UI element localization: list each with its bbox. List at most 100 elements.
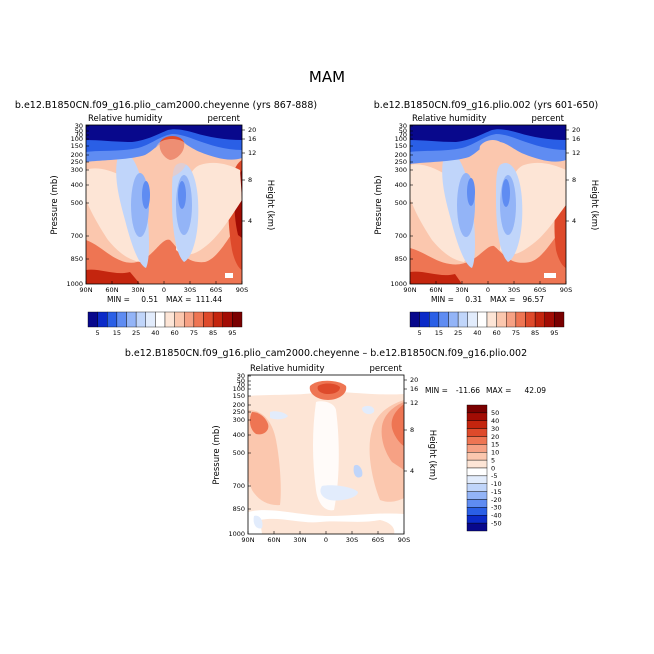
colorbar-box bbox=[457, 311, 468, 328]
panel-2-xticks bbox=[409, 281, 567, 284]
colorbar-box bbox=[466, 420, 488, 429]
field-trop-ring bbox=[155, 139, 189, 178]
panel-3-left-string: Relative humidity bbox=[250, 364, 325, 374]
colorbar-box bbox=[466, 491, 488, 500]
field-strat-tint bbox=[248, 391, 404, 409]
panel-3-yticks bbox=[248, 375, 251, 510]
xtick-label: 90N bbox=[79, 286, 92, 294]
ytick-label: 100 bbox=[233, 385, 245, 393]
colorbar-box bbox=[212, 311, 223, 328]
ytick-label: 70 bbox=[399, 131, 407, 139]
colorbar-label: -50 bbox=[491, 519, 502, 527]
panel-3-yrtick-labels: 20 16 12 8 4 bbox=[410, 376, 418, 475]
panel-1-max-value: 111.44 bbox=[196, 295, 222, 304]
colorbar-box bbox=[467, 311, 478, 328]
yrtick-label: 8 bbox=[248, 176, 252, 184]
ytick-label: 400 bbox=[233, 431, 245, 439]
panel-2-xtick-labels: 90N 60N 30N 0 30S 60S 90S bbox=[403, 286, 572, 294]
ytick-label: 50 bbox=[399, 127, 407, 135]
xtick-label: 60N bbox=[267, 536, 280, 544]
ytick-label: 1000 bbox=[228, 530, 245, 538]
xtick-label: 90S bbox=[398, 536, 410, 544]
panel-3-max-label: MAX = bbox=[486, 386, 511, 395]
xtick-label: 60S bbox=[210, 286, 222, 294]
colorbar-label: 95 bbox=[228, 329, 236, 337]
colorbar-box bbox=[466, 483, 488, 492]
ytick-label: 100 bbox=[71, 135, 83, 143]
panel-1-xticks bbox=[85, 281, 243, 284]
panel-3: b.e12.B1850CN.f09_g16.plio_cam2000.cheye… bbox=[125, 348, 546, 544]
colorbar-box bbox=[466, 522, 488, 532]
colorbar-label: 15 bbox=[113, 329, 121, 337]
panel-1-xtick-labels: 90N 60N 30N 0 30S 60S 90S bbox=[79, 286, 248, 294]
field-lower-blue bbox=[253, 515, 263, 529]
ytick-label: 1000 bbox=[390, 280, 407, 288]
ytick-label: 400 bbox=[395, 181, 407, 189]
field-sh-red-core bbox=[391, 404, 404, 446]
field-lower-red bbox=[410, 226, 566, 284]
ytick-label: 250 bbox=[395, 158, 407, 166]
panel-1-colorbar: 5 15 25 40 60 75 85 95 bbox=[87, 311, 243, 337]
colorbar-box bbox=[466, 412, 488, 421]
panel-3-xtick-labels: 90N 60N 30N 0 30S 60S 90S bbox=[241, 536, 410, 544]
field-dry-patch-4 bbox=[362, 405, 375, 415]
colorbar-label: 85 bbox=[531, 329, 539, 337]
xtick-label: 60S bbox=[372, 536, 384, 544]
colorbar-label: 20 bbox=[491, 433, 499, 441]
panel-2-max-value: 96.57 bbox=[523, 295, 545, 304]
field-lower-red bbox=[86, 220, 242, 284]
field-nh-red-core bbox=[249, 412, 269, 435]
colorbar-label: 75 bbox=[512, 329, 520, 337]
panel-1-ylabel: Pressure (mb) bbox=[50, 175, 60, 234]
xtick-label: 90S bbox=[560, 286, 572, 294]
panel-2-yticks bbox=[410, 125, 413, 260]
field-white-patch bbox=[544, 273, 556, 278]
xtick-label: 90N bbox=[241, 536, 254, 544]
colorbar-label: 15 bbox=[435, 329, 443, 337]
colorbar-label: 30 bbox=[491, 425, 499, 433]
colorbar-box bbox=[203, 311, 214, 328]
field-strat-dark bbox=[86, 125, 242, 142]
xtick-label: 30N bbox=[293, 536, 306, 544]
panel-1: b.e12.B1850CN.f09_g16.plio_cam2000.cheye… bbox=[15, 100, 317, 337]
colorbar-box bbox=[184, 311, 195, 328]
colorbar-box bbox=[155, 311, 166, 328]
panel-2-min-value: 0.31 bbox=[465, 295, 482, 304]
field-dry-right-inner bbox=[178, 181, 186, 209]
ytick-label: 30 bbox=[237, 372, 245, 380]
panel-1-right-string: percent bbox=[207, 114, 240, 124]
panel-3-ylabel: Pressure (mb) bbox=[212, 425, 222, 484]
colorbar-label: 95 bbox=[550, 329, 558, 337]
yrtick-label: 12 bbox=[410, 399, 418, 407]
field-trop-core bbox=[317, 383, 340, 394]
ytick-label: 250 bbox=[233, 408, 245, 416]
yrtick-label: 20 bbox=[410, 376, 418, 384]
ytick-label: 150 bbox=[233, 392, 245, 400]
colorbar-label: -20 bbox=[491, 496, 502, 504]
xtick-label: 30S bbox=[184, 286, 196, 294]
colorbar-box bbox=[97, 311, 108, 328]
panel-2-max-label: MAX = bbox=[490, 295, 515, 304]
yrtick-label: 12 bbox=[572, 149, 580, 157]
xtick-label: 60N bbox=[105, 286, 118, 294]
xtick-label: 30N bbox=[131, 286, 144, 294]
panel-3-min-value: -11.66 bbox=[456, 386, 480, 395]
colorbar-box bbox=[466, 475, 488, 484]
panel-2: b.e12.B1850CN.f09_g16.plio.002 (yrs 601-… bbox=[374, 100, 599, 337]
colorbar-box bbox=[409, 311, 420, 328]
field-white-patch bbox=[225, 273, 233, 278]
ytick-label: 500 bbox=[71, 199, 83, 207]
colorbar-box bbox=[135, 311, 146, 328]
ytick-label: 50 bbox=[237, 377, 245, 385]
panel-2-colorbar: 5 15 25 40 60 75 85 95 bbox=[409, 311, 565, 337]
yrtick-label: 8 bbox=[572, 176, 576, 184]
colorbar-box bbox=[466, 467, 488, 477]
colorbar-label: -30 bbox=[491, 504, 502, 512]
colorbar-label: 40 bbox=[151, 329, 159, 337]
colorbar-box bbox=[466, 459, 488, 469]
ytick-label: 30 bbox=[399, 122, 407, 130]
ytick-label: 700 bbox=[71, 232, 83, 240]
colorbar-label: 60 bbox=[492, 329, 500, 337]
colorbar-box bbox=[466, 499, 488, 508]
